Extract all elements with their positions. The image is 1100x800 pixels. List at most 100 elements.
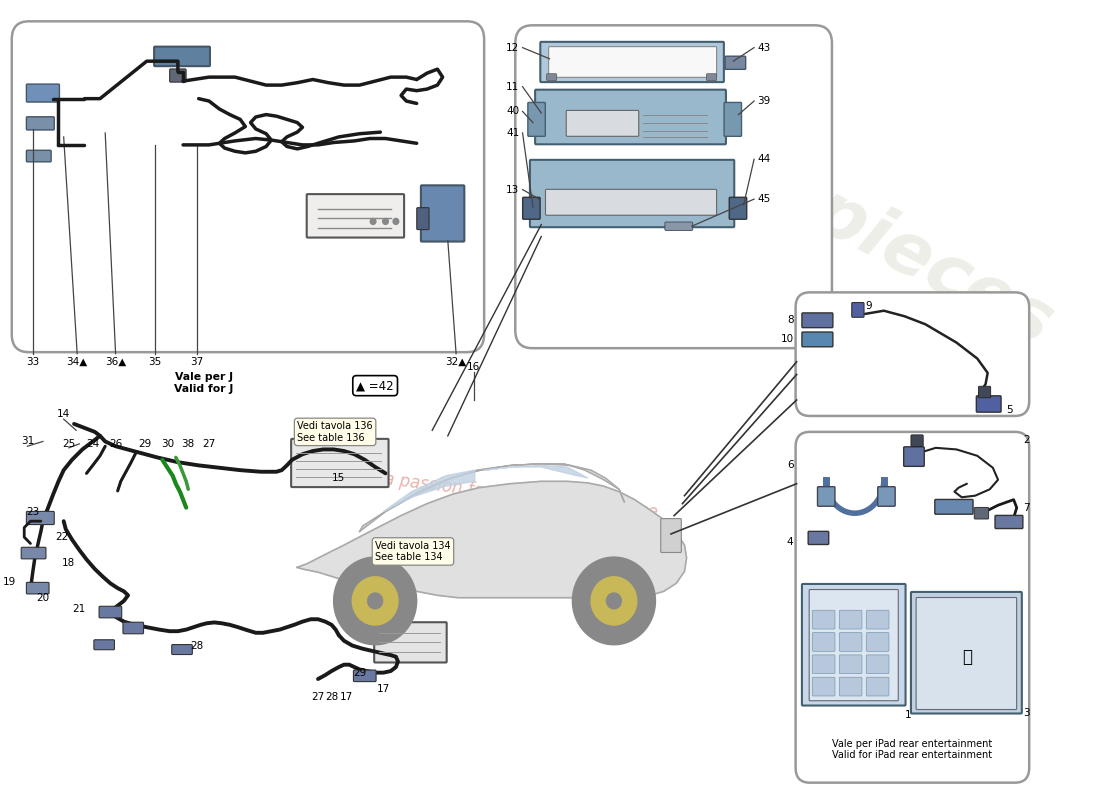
Text: autopieces: autopieces [640,90,1065,359]
FancyBboxPatch shape [21,547,46,559]
FancyBboxPatch shape [817,486,835,506]
FancyBboxPatch shape [812,655,835,674]
Text: 33: 33 [26,357,40,366]
Text: 17: 17 [340,691,353,702]
Text: a passion for genuine parts since: a passion for genuine parts since [383,470,659,522]
Text: Vale per iPad rear entertainment
Valid for iPad rear entertainment: Vale per iPad rear entertainment Valid f… [832,738,992,760]
FancyBboxPatch shape [867,633,889,651]
FancyBboxPatch shape [123,622,143,634]
FancyBboxPatch shape [911,435,923,446]
Text: 26: 26 [109,439,122,449]
Text: 35: 35 [148,357,162,366]
FancyBboxPatch shape [374,622,447,662]
Text: 38: 38 [182,439,195,449]
Text: 17: 17 [377,683,390,694]
FancyBboxPatch shape [839,655,862,674]
Text: 16: 16 [468,362,481,371]
FancyBboxPatch shape [911,592,1022,714]
Text: 14: 14 [57,410,70,419]
FancyBboxPatch shape [664,222,693,230]
FancyBboxPatch shape [172,645,192,654]
Circle shape [591,577,637,625]
Text: 4: 4 [786,537,793,547]
FancyBboxPatch shape [12,22,484,352]
Text: 1: 1 [904,710,911,720]
Circle shape [393,218,398,225]
Polygon shape [360,464,625,531]
FancyBboxPatch shape [812,633,835,651]
FancyBboxPatch shape [26,582,50,594]
FancyBboxPatch shape [808,531,828,545]
FancyBboxPatch shape [839,678,862,696]
FancyBboxPatch shape [706,74,716,81]
FancyBboxPatch shape [549,46,716,78]
FancyBboxPatch shape [540,42,724,82]
Circle shape [371,218,376,225]
FancyBboxPatch shape [878,486,895,506]
Text: ▲ =42: ▲ =42 [356,379,394,392]
Circle shape [606,593,621,609]
FancyBboxPatch shape [522,198,540,219]
FancyBboxPatch shape [535,90,726,144]
Circle shape [572,557,656,645]
Text: 11: 11 [506,82,519,92]
FancyBboxPatch shape [935,499,974,514]
Text: 8: 8 [786,315,793,326]
Text: 29: 29 [138,439,152,449]
Text: 31: 31 [21,437,34,446]
FancyBboxPatch shape [839,610,862,629]
FancyBboxPatch shape [795,292,1030,416]
Text: Vale per J
Valid for J: Vale per J Valid for J [174,372,233,394]
Text: 40: 40 [506,106,519,117]
FancyBboxPatch shape [94,640,114,650]
Text: since 1985: since 1985 [669,222,975,418]
FancyBboxPatch shape [916,598,1016,710]
Text: Vedi tavola 136
See table 136: Vedi tavola 136 See table 136 [297,421,373,442]
Text: Vedi tavola 134
See table 134: Vedi tavola 134 See table 134 [375,541,451,562]
FancyBboxPatch shape [724,102,741,136]
Polygon shape [484,466,588,478]
Text: 43: 43 [757,42,770,53]
FancyBboxPatch shape [729,198,747,219]
FancyBboxPatch shape [26,117,54,130]
FancyBboxPatch shape [547,74,557,81]
FancyBboxPatch shape [292,439,388,487]
Text: 30: 30 [161,439,174,449]
FancyBboxPatch shape [904,447,924,466]
Text: 44: 44 [757,154,770,164]
FancyBboxPatch shape [977,396,1001,412]
Text: 28: 28 [324,691,338,702]
Text: 20: 20 [36,593,50,602]
Text: 25: 25 [63,439,76,449]
Text: 28: 28 [190,641,204,650]
FancyBboxPatch shape [26,511,54,525]
Text: 27: 27 [202,439,216,449]
Text: 6: 6 [786,460,793,470]
FancyBboxPatch shape [530,160,735,227]
FancyBboxPatch shape [867,655,889,674]
Polygon shape [297,482,686,598]
FancyBboxPatch shape [546,190,716,215]
FancyBboxPatch shape [99,606,122,618]
Text: 32▲: 32▲ [446,357,466,366]
FancyBboxPatch shape [795,432,1030,782]
Circle shape [352,577,398,625]
Text: 9: 9 [866,301,872,311]
FancyBboxPatch shape [975,507,989,519]
Text: 10: 10 [780,334,793,345]
Text: 29: 29 [353,668,366,678]
FancyBboxPatch shape [353,670,376,682]
Text: 37: 37 [190,357,204,366]
Text: 39: 39 [757,96,770,106]
FancyBboxPatch shape [867,678,889,696]
Text: 21: 21 [73,604,86,614]
FancyBboxPatch shape [421,186,464,242]
FancyBboxPatch shape [26,84,59,102]
Text: 22: 22 [55,532,68,542]
FancyBboxPatch shape [812,610,835,629]
Text: 19: 19 [3,577,16,586]
FancyBboxPatch shape [851,302,864,318]
FancyBboxPatch shape [417,208,429,230]
Text: 27: 27 [311,691,324,702]
FancyBboxPatch shape [810,590,899,701]
